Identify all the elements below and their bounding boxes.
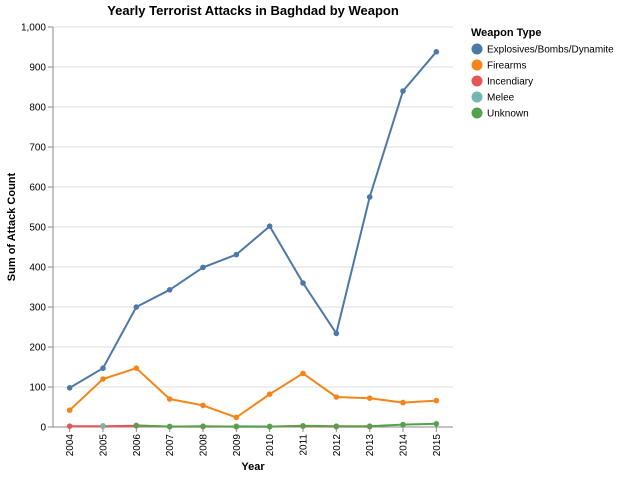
legend-swatch-explosives-bombs-dynamite bbox=[471, 43, 483, 55]
y-axis-title: Sum of Attack Count bbox=[6, 172, 18, 281]
x-axis-title: Year bbox=[241, 461, 265, 473]
data-point-firearms bbox=[233, 414, 240, 421]
x-tick-label: 2007 bbox=[165, 434, 176, 457]
y-tick-label: 100 bbox=[29, 383, 46, 394]
series-line-unknown bbox=[136, 422, 437, 428]
y-tick-label: 700 bbox=[29, 143, 46, 154]
data-point-unknown bbox=[333, 423, 340, 430]
y-tick-label: 200 bbox=[29, 343, 46, 354]
x-tick-label: 2011 bbox=[299, 434, 310, 456]
data-point-melee bbox=[100, 423, 106, 429]
data-point-firearms bbox=[333, 394, 340, 400]
data-point-firearms bbox=[300, 370, 306, 377]
y-tick-label: 400 bbox=[29, 263, 46, 274]
data-point-explosives-bombs-dynamite bbox=[333, 330, 340, 337]
data-point-firearms bbox=[200, 402, 206, 409]
series-line-explosives-bombs-dynamite bbox=[69, 51, 438, 389]
data-point-unknown bbox=[233, 423, 240, 430]
data-point-explosives-bombs-dynamite bbox=[300, 280, 306, 286]
series-lines bbox=[69, 51, 438, 428]
data-point-unknown bbox=[266, 423, 273, 430]
y-tick-label: 1,000 bbox=[21, 23, 46, 34]
data-point-firearms bbox=[266, 391, 273, 398]
data-point-firearms bbox=[400, 399, 406, 406]
data-point-unknown bbox=[200, 423, 206, 430]
data-point-firearms bbox=[366, 395, 373, 402]
x-tick-label: 2014 bbox=[399, 434, 410, 457]
x-tick-label: 2004 bbox=[65, 434, 76, 457]
data-point-unknown bbox=[366, 423, 373, 430]
grid bbox=[53, 26, 453, 428]
x-tick-label: 2015 bbox=[432, 434, 443, 457]
legend-swatch-incendiary bbox=[471, 75, 483, 87]
data-point-explosives-bombs-dynamite bbox=[366, 194, 373, 200]
data-point-unknown bbox=[133, 422, 140, 429]
legend-swatch-unknown bbox=[471, 107, 483, 119]
data-point-explosives-bombs-dynamite bbox=[200, 264, 206, 271]
data-point-explosives-bombs-dynamite bbox=[233, 251, 240, 258]
data-point-firearms bbox=[133, 365, 140, 372]
x-tick-label: 2013 bbox=[365, 434, 376, 457]
data-point-explosives-bombs-dynamite bbox=[266, 223, 273, 229]
y-tick-label: 500 bbox=[29, 223, 46, 234]
x-tick-label: 2006 bbox=[132, 434, 143, 457]
legend-label-firearms: Firearms bbox=[487, 61, 526, 72]
data-point-firearms bbox=[433, 397, 440, 404]
data-point-incendiary bbox=[66, 423, 73, 430]
y-tick-label: 600 bbox=[29, 183, 46, 194]
data-point-explosives-bombs-dynamite bbox=[100, 365, 106, 372]
data-point-explosives-bombs-dynamite bbox=[133, 304, 140, 310]
legend-title: Weapon Type bbox=[471, 27, 542, 39]
legend-swatch-melee bbox=[471, 91, 483, 103]
y-tick-label: 300 bbox=[29, 303, 46, 314]
data-point-unknown bbox=[166, 423, 173, 430]
x-tick-label: 2005 bbox=[99, 434, 110, 457]
legend-label-melee: Melee bbox=[487, 93, 515, 104]
data-point-explosives-bombs-dynamite bbox=[66, 385, 73, 391]
y-tick-label: 800 bbox=[29, 103, 46, 114]
legend: Weapon Type Explosives/Bombs/Dynamite Fir… bbox=[471, 27, 614, 120]
data-point-firearms bbox=[166, 396, 173, 402]
data-point-unknown bbox=[400, 421, 406, 428]
data-point-explosives-bombs-dynamite bbox=[433, 49, 440, 55]
legend-label-unknown: Unknown bbox=[487, 109, 529, 120]
legend-label-explosives-bombs-dynamite: Explosives/Bombs/Dynamite bbox=[487, 45, 614, 56]
legend-swatch-firearms bbox=[471, 59, 483, 71]
axes: 0 100 200 300 400 500 600 700 800 900 1,000 2004 200… bbox=[21, 23, 453, 457]
series-points bbox=[66, 49, 440, 430]
x-tick-label: 2012 bbox=[332, 434, 343, 457]
data-point-firearms bbox=[66, 407, 73, 414]
x-tick-label: 2010 bbox=[265, 434, 276, 457]
legend-label-incendiary: Incendiary bbox=[487, 77, 533, 88]
series-line-firearms bbox=[69, 367, 437, 419]
data-point-unknown bbox=[300, 423, 306, 429]
x-tick-label: 2008 bbox=[199, 434, 210, 457]
data-point-unknown bbox=[433, 421, 440, 427]
data-point-explosives-bombs-dynamite bbox=[400, 88, 406, 94]
data-point-firearms bbox=[100, 376, 106, 382]
x-tick-label: 2009 bbox=[232, 434, 243, 457]
chart-title: Yearly Terrorist Attacks in Baghdad by W… bbox=[107, 3, 399, 18]
y-tick-label: 0 bbox=[40, 423, 46, 434]
data-point-explosives-bombs-dynamite bbox=[166, 287, 173, 293]
y-tick-label: 900 bbox=[29, 63, 46, 74]
